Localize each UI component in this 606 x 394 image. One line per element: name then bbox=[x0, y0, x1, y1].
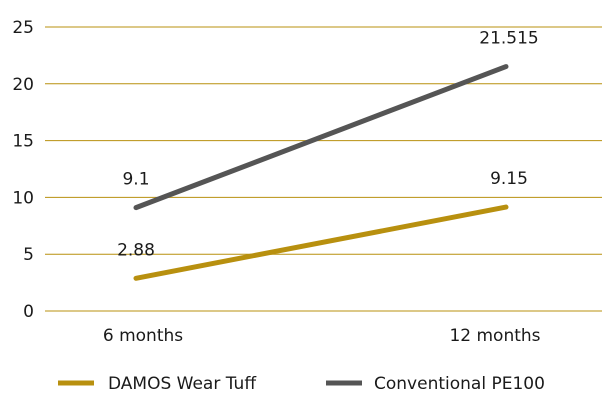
legend-label-0: DAMOS Wear Tuff bbox=[108, 374, 257, 394]
y-tick-label: 15 bbox=[12, 132, 34, 152]
series-line-0 bbox=[133, 204, 509, 281]
y-tick-label: 20 bbox=[12, 75, 34, 95]
legend-label-1: Conventional PE100 bbox=[374, 374, 545, 394]
data-label: 9.15 bbox=[490, 169, 528, 189]
x-axis: 6 months 12 months bbox=[103, 326, 541, 346]
series-line-1 bbox=[133, 64, 509, 211]
data-label: 2.88 bbox=[117, 240, 155, 260]
data-label: 21.515 bbox=[479, 29, 538, 49]
y-tick-label: 25 bbox=[12, 18, 34, 38]
x-tick-label: 12 months bbox=[449, 326, 540, 346]
y-tick-label: 10 bbox=[12, 188, 34, 208]
data-label: 9.1 bbox=[122, 170, 149, 190]
series-lines bbox=[133, 64, 509, 281]
y-axis: 0 5 10 15 20 25 bbox=[12, 18, 34, 322]
x-tick-label: 6 months bbox=[103, 326, 183, 346]
data-labels: 2.88 9.15 9.1 21.515 bbox=[117, 29, 539, 261]
y-tick-label: 0 bbox=[23, 302, 34, 322]
gridlines bbox=[45, 26, 602, 312]
y-tick-label: 5 bbox=[23, 245, 34, 265]
legend: DAMOS Wear Tuff Conventional PE100 bbox=[58, 374, 545, 394]
